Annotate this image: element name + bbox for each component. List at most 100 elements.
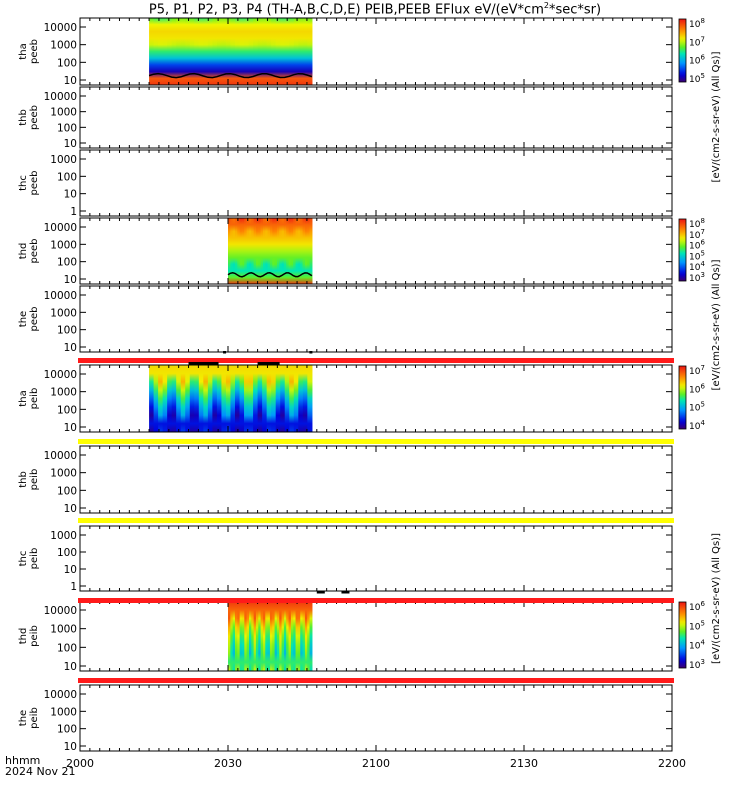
y-tick-label: 100 xyxy=(57,724,77,736)
colorbar-tick-label: 105 xyxy=(689,401,705,414)
spectrogram-column xyxy=(258,601,262,671)
y-tick-label: 10 xyxy=(64,661,77,673)
spectrogram-column xyxy=(153,18,159,85)
spectrogram-column xyxy=(248,365,254,432)
spectrogram-column xyxy=(228,601,231,671)
panel-thb-peeb: 10 100 1000 10000 thb peeb xyxy=(18,86,673,150)
spectrogram-column xyxy=(253,365,259,432)
probe-label: tha xyxy=(18,390,29,406)
spectrogram-column xyxy=(267,218,271,284)
y-tick-label: 10 xyxy=(64,422,77,434)
y-tick-label: 1000 xyxy=(50,468,77,480)
spectrogram-column xyxy=(253,18,259,85)
spectrogram-column xyxy=(286,218,290,284)
spectrogram-column xyxy=(225,365,232,432)
colorbar xyxy=(678,218,687,282)
spectrogram-column xyxy=(248,18,254,85)
spectrogram-column xyxy=(293,601,297,671)
panel-frame xyxy=(79,86,673,149)
spectrogram-column xyxy=(246,218,250,284)
spectrogram-column xyxy=(225,18,232,85)
spectrogram-column xyxy=(271,365,277,432)
instrument-label: peeb xyxy=(29,39,40,64)
spectrogram-column xyxy=(234,365,241,432)
flag-marker xyxy=(341,591,350,594)
y-tick-label: 1000 xyxy=(50,307,77,319)
spectrogram-column xyxy=(194,18,200,85)
quality-flag-bar xyxy=(78,358,674,363)
time-axis-label: hhmm 2024 Nov 21 xyxy=(5,755,75,777)
colorbar-tick-label: 103 xyxy=(689,658,705,671)
spectrogram-column xyxy=(279,601,283,671)
spectrogram-column xyxy=(295,218,299,284)
spectrogram-column xyxy=(158,365,164,432)
spectrogram-column xyxy=(265,601,269,671)
spectrogram-column xyxy=(262,601,266,671)
spectrogram-column xyxy=(158,18,164,85)
spectrogram-column xyxy=(180,365,186,432)
colorbar-title: [eV/(cm2-s-sr-eV) (All Qs)] xyxy=(711,259,722,390)
colorbar-title-text: [eV/(cm2-s-sr-eV) (All Qs)] xyxy=(711,259,722,390)
spectrogram-column xyxy=(149,365,155,432)
spectrogram-column xyxy=(237,218,241,284)
x-tick-label: 2200 xyxy=(658,757,686,770)
spectrogram-column xyxy=(275,365,281,432)
spectrogram-column xyxy=(281,601,285,671)
colorbar-tick-label: 104 xyxy=(689,419,705,432)
spectrogram-column xyxy=(255,601,259,671)
spectrogram-column xyxy=(269,601,273,671)
y-tick-label: 10000 xyxy=(44,450,77,462)
time-axis-unit: hhmm xyxy=(5,754,41,767)
spectrogram-column xyxy=(266,18,272,85)
probe-label: thb xyxy=(18,109,29,126)
spectrogram-column xyxy=(153,365,159,432)
flag-marker xyxy=(316,591,325,594)
spectrogram-column xyxy=(274,218,278,284)
spectrogram-column xyxy=(167,18,173,85)
y-tick-label: 10 xyxy=(64,741,77,753)
spacecraft-potential-line xyxy=(148,72,313,79)
panel-label: the peeb xyxy=(18,307,40,332)
quality-flag-bar xyxy=(78,518,674,523)
spectrogram-column xyxy=(298,18,304,85)
panel-thc-peeb: 1 10 100 1000 thc peeb xyxy=(18,149,673,218)
spectrogram-column xyxy=(228,218,231,284)
spectrogram-column xyxy=(234,601,238,671)
y-tick-label: 100 xyxy=(57,404,77,416)
spectrogram-column xyxy=(237,601,241,671)
spectrogram-column xyxy=(171,365,177,432)
spectrogram-column xyxy=(304,601,308,671)
y-tick-label: 10000 xyxy=(44,91,77,103)
spectrogram-column xyxy=(266,365,272,432)
spectrogram-column xyxy=(185,365,191,432)
spectrogram-column xyxy=(232,218,236,284)
panel-tha-peeb: 10 100 1000 10000 tha peeb 105 106 107 108 xyxy=(18,17,705,87)
y-tick-label: 10 xyxy=(64,75,77,87)
spectrogram-column xyxy=(262,18,268,85)
spectrogram-column xyxy=(260,601,264,671)
spectrogram-column xyxy=(262,218,266,284)
flag-marker xyxy=(309,351,313,354)
panel-label: thc peeb xyxy=(18,171,40,196)
spectrogram-column xyxy=(271,18,277,85)
y-tick-label: 10000 xyxy=(44,22,77,34)
panel-label: the peib xyxy=(18,707,40,729)
y-tick-label: 1000 xyxy=(50,530,77,542)
colorbar-tick-label: 106 xyxy=(689,54,705,67)
spectrogram-column xyxy=(297,218,301,284)
y-tick-label: 10 xyxy=(64,564,77,576)
spectrogram-column xyxy=(288,218,292,284)
spectrogram-column xyxy=(221,365,227,432)
spectrogram-column xyxy=(203,18,209,85)
y-tick-label: 100 xyxy=(57,485,77,497)
spectrogram-column xyxy=(241,218,245,284)
y-tick-label: 10000 xyxy=(44,689,77,701)
spectrogram-column xyxy=(276,218,280,284)
spectrogram-column xyxy=(244,601,248,671)
instrument-label: peib xyxy=(29,469,40,491)
spectrogram-column xyxy=(198,18,204,85)
spectrogram-column xyxy=(280,18,286,85)
spectrogram-column xyxy=(253,601,257,671)
y-tick-label: 100 xyxy=(57,122,77,134)
